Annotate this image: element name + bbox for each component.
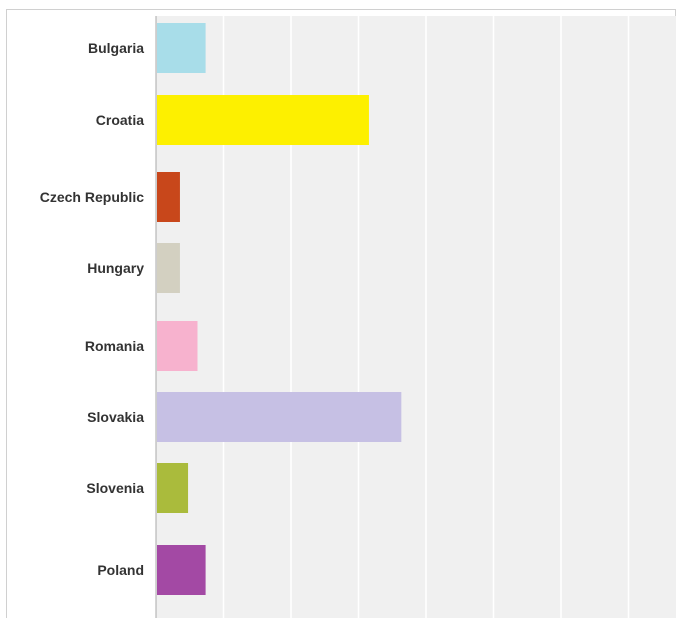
bar-hungary: [157, 243, 180, 293]
category-label: Czech Republic: [40, 189, 144, 205]
bar-poland: [157, 545, 206, 595]
category-label: Bulgaria: [88, 40, 144, 56]
category-label: Romania: [85, 338, 144, 354]
bars: [157, 23, 402, 595]
bar-czech-republic: [157, 172, 180, 222]
bar-slovakia: [157, 392, 402, 442]
bar-bulgaria: [157, 23, 206, 73]
category-label: Slovakia: [87, 409, 144, 425]
category-labels: Bulgaria Croatia Czech Republic Hungary Roma…: [40, 40, 144, 578]
category-label: Poland: [97, 562, 144, 578]
category-label: Croatia: [96, 112, 144, 128]
category-label: Hungary: [87, 260, 144, 276]
bar-croatia: [157, 95, 369, 145]
bar-slovenia: [157, 463, 189, 513]
category-label: Slovenia: [86, 480, 144, 496]
bar-romania: [157, 321, 198, 371]
